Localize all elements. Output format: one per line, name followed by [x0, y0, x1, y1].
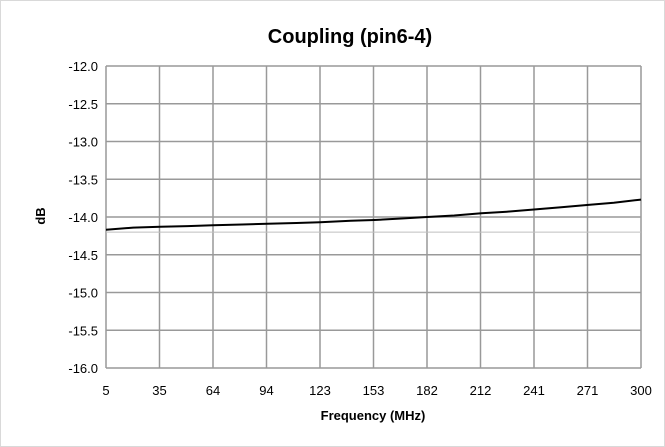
y-tick-label: -15.0: [68, 286, 98, 301]
x-tick-label: 300: [630, 383, 652, 398]
y-tick-label: -12.5: [68, 97, 98, 112]
y-tick-label: -12.0: [68, 59, 98, 74]
x-tick-label: 123: [309, 383, 331, 398]
y-axis-title: dB: [33, 207, 48, 224]
chart-title: Coupling (pin6-4): [268, 26, 432, 48]
x-tick-label: 182: [416, 383, 438, 398]
x-tick-label: 35: [152, 383, 166, 398]
y-tick-label: -13.0: [68, 135, 98, 150]
grid: [105, 65, 642, 369]
x-axis-title: Frequency (MHz): [321, 408, 426, 423]
x-tick-label: 153: [363, 383, 385, 398]
x-tick-label: 64: [206, 383, 220, 398]
series-line: [105, 198, 642, 231]
x-tick-label: 271: [577, 383, 599, 398]
y-tick-label: -15.5: [68, 323, 98, 338]
x-tick-label: 5: [102, 383, 109, 398]
y-tick-label: -16.0: [68, 361, 98, 376]
x-tick-label: 212: [470, 383, 492, 398]
x-tick-label: 94: [259, 383, 273, 398]
y-tick-label: -14.0: [68, 210, 98, 225]
y-axis-ticks: -12.0 -12.5 -13.0 -13.5 -14.0 -14.5 -15.0 -15.5…: [68, 59, 98, 376]
x-axis-ticks: 5 35 64 94 123 153 182 212 241 271 300: [102, 383, 651, 398]
y-tick-label: -14.5: [68, 248, 98, 263]
x-tick-label: 241: [523, 383, 545, 398]
y-tick-label: -13.5: [68, 172, 98, 187]
